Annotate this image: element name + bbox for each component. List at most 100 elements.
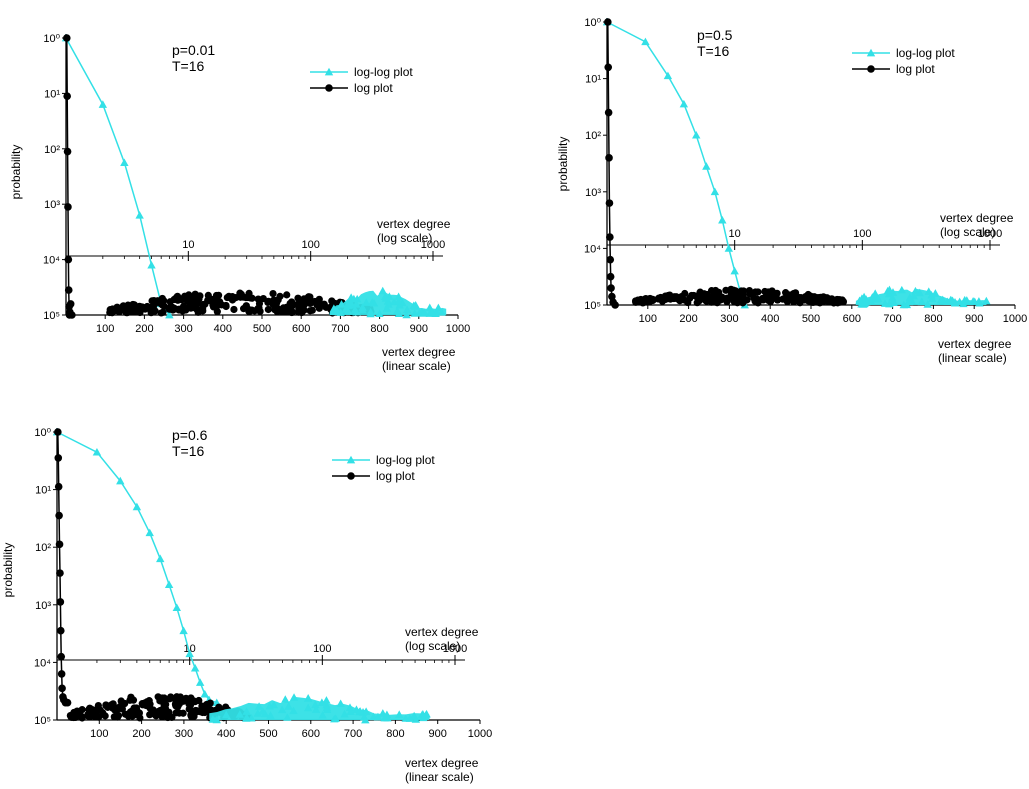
loglog-point <box>663 71 673 80</box>
loglog-line <box>606 21 746 306</box>
log-point <box>55 540 64 549</box>
loglog-point <box>923 300 932 308</box>
log-point <box>148 297 156 305</box>
bottom-tick-label: 500 <box>259 728 277 740</box>
log-point <box>86 704 94 713</box>
bottom-tick-label: 200 <box>132 728 150 740</box>
loglog-point <box>885 299 894 308</box>
top-tick-label: 100 <box>853 228 871 240</box>
loglog-point <box>857 299 866 308</box>
log-point <box>264 305 272 314</box>
bottom-tick-label: 400 <box>217 728 235 740</box>
bottom-tick-label: 100 <box>96 323 114 335</box>
log-point <box>172 709 180 717</box>
log-point <box>793 293 801 301</box>
loglog-point <box>911 286 920 295</box>
loglog-point <box>355 707 365 715</box>
loglog-point <box>311 700 320 709</box>
log-point <box>276 292 284 300</box>
loglog-point <box>329 304 339 312</box>
loglog-line <box>65 37 171 316</box>
log-point <box>54 428 62 436</box>
loglog-point <box>874 294 883 303</box>
log-point <box>606 233 614 241</box>
loglog-point <box>135 211 144 219</box>
bottom-tick-label: 500 <box>253 323 271 335</box>
series <box>52 427 221 707</box>
log-point <box>135 709 143 717</box>
log-point <box>259 295 267 303</box>
log-point <box>160 696 168 704</box>
loglog-point <box>222 710 231 719</box>
loglog-point <box>710 187 720 196</box>
legend-marker-log <box>325 84 333 92</box>
log-point <box>199 305 207 313</box>
loglog-point <box>242 707 251 715</box>
log-point <box>315 295 323 303</box>
top-x-axis-label: (log scale) <box>377 231 432 245</box>
y-tick-label: 10⁵ <box>584 300 601 312</box>
legend-marker-loglog <box>866 48 876 57</box>
loglog-point <box>730 266 739 275</box>
panel-2: 10⁰ 10¹ 10² 10³ 10⁴ 10⁵ 100 200 300 400 500 600 700 8… <box>556 17 1027 365</box>
annotation-p: p=0.01 <box>172 42 215 58</box>
log-point <box>670 293 679 301</box>
loglog-point <box>381 294 391 302</box>
log-point <box>606 255 615 264</box>
top-tick-label: 10 <box>184 643 196 655</box>
loglog-point <box>961 297 970 305</box>
loglog-point <box>885 285 894 294</box>
annotation-t: T=16 <box>697 43 730 59</box>
y-tick-label: 10³ <box>44 199 60 211</box>
legend-label-loglog: log-log plot <box>376 453 435 467</box>
bottom-tick-label: 900 <box>965 313 983 325</box>
y-tick-label: 10⁵ <box>34 715 51 727</box>
y-tick-label: 10¹ <box>35 485 51 497</box>
top-tick-label: 1000 <box>421 239 445 251</box>
log-point <box>182 697 190 705</box>
log-point <box>730 286 738 294</box>
panel-3: 10⁰ 10¹ 10² 10³ 10⁴ 10⁵ 100 200 300 400 500 600 700 8… <box>1 427 492 784</box>
log-point <box>108 305 117 313</box>
log-point <box>158 713 166 721</box>
log-point <box>604 108 613 117</box>
loglog-point <box>857 294 867 302</box>
log-point <box>604 18 612 26</box>
log-point <box>230 305 238 314</box>
bottom-tick-label: 400 <box>761 313 779 325</box>
loglog-point <box>402 310 411 319</box>
log-point <box>751 295 760 303</box>
y-tick-label: 10² <box>585 130 601 142</box>
log-point <box>63 147 72 156</box>
log-point <box>637 297 645 305</box>
top-x-axis-label: vertex degree <box>940 211 1014 225</box>
log-point <box>283 291 291 299</box>
bottom-x-axis-label: (linear scale) <box>382 359 451 373</box>
panel-1: 10⁰ 10¹ 10² 10³ 10⁴ 10⁵ 100 200 300 400 500 600 700 8… <box>9 33 470 373</box>
loglog-point <box>862 297 871 306</box>
annotation-t: T=16 <box>172 58 205 74</box>
y-tick-label: 10⁰ <box>584 17 601 29</box>
log-point <box>215 291 223 299</box>
loglog-point <box>266 711 275 719</box>
log-point <box>96 706 104 714</box>
loglog-point <box>242 713 251 721</box>
annotation-p: p=0.6 <box>172 427 208 443</box>
loglog-point <box>92 447 102 456</box>
loglog-point <box>905 293 915 301</box>
loglog-point <box>343 306 353 315</box>
loglog-point <box>358 305 367 314</box>
bottom-tick-label: 1000 <box>446 323 470 335</box>
top-tick-label: 1000 <box>443 643 467 655</box>
bottom-tick-label: 700 <box>331 323 349 335</box>
loglog-point <box>418 709 428 718</box>
log-point <box>823 294 831 302</box>
log-point <box>294 294 302 302</box>
loglog-point <box>317 698 327 706</box>
log-point <box>213 297 221 305</box>
loglog-point <box>420 308 429 317</box>
log-point <box>127 693 135 701</box>
bottom-x-axis-label: (linear scale) <box>938 351 1007 365</box>
log-point <box>273 304 281 312</box>
